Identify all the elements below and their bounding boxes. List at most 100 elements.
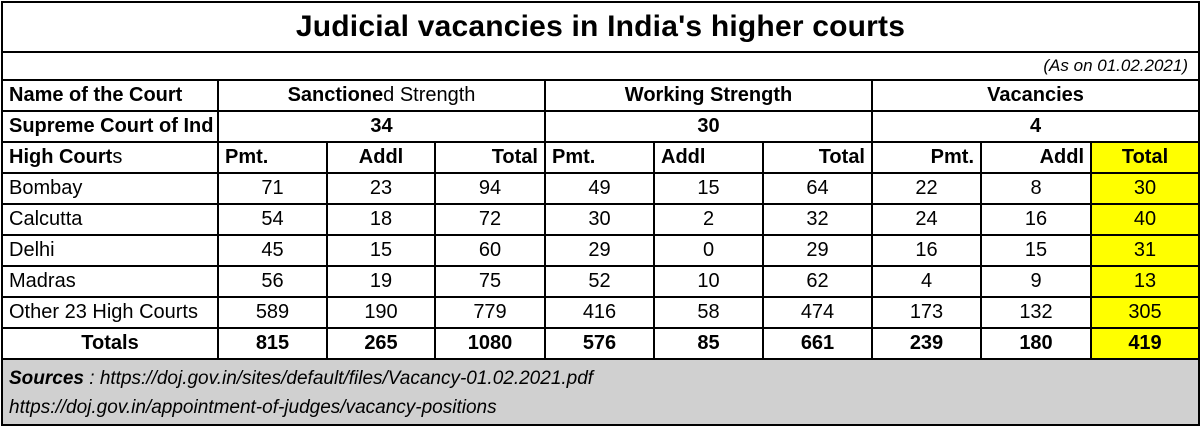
working-total: 29: [762, 234, 873, 267]
vacancies-addl: 8: [980, 172, 1092, 205]
sanctioned-pmt: 54: [217, 203, 328, 236]
col-header-vacancies-total: Total: [1090, 141, 1200, 174]
working-total: 62: [762, 265, 873, 298]
working-addl: 0: [653, 234, 764, 267]
col-header-sanctioned-addl: Addl: [326, 141, 436, 174]
sanctioned-strength-header-bold: Sanctione: [287, 84, 384, 106]
vacancies-addl: 132: [980, 296, 1092, 329]
high-courts-label-rest: s: [112, 146, 123, 168]
vacancies-pmt: 24: [871, 203, 982, 236]
vacancies-pmt: 22: [871, 172, 982, 205]
totals-working-pmt: 576: [544, 327, 655, 360]
working-pmt: 29: [544, 234, 655, 267]
sources-line-2: https://doj.gov.in/appointment-of-judges…: [9, 393, 1192, 422]
working-total: 474: [762, 296, 873, 329]
header-row: Name of the Court Sanctioned Strength Wo…: [1, 79, 1200, 112]
sanctioned-addl: 190: [326, 296, 436, 329]
vacancies-total: 31: [1090, 234, 1200, 267]
totals-vacancies-pmt: 239: [871, 327, 982, 360]
supreme-court-row: Supreme Court of Ind 34 30 4: [1, 110, 1200, 143]
court-name-header: Name of the Court: [1, 79, 219, 112]
sources-cell: Sources : https://doj.gov.in/sites/defau…: [1, 358, 1200, 426]
high-courts-label: High Courts: [1, 141, 219, 174]
high-courts-subheader-row: High Courts Pmt. Addl Total Pmt. Addl To…: [1, 141, 1200, 174]
court-name: Calcutta: [1, 203, 219, 236]
totals-sanctioned-pmt: 815: [217, 327, 328, 360]
vacancies-total: 13: [1090, 265, 1200, 298]
working-strength-header: Working Strength: [544, 79, 873, 112]
vacancies-header: Vacancies: [871, 79, 1200, 112]
sanctioned-pmt: 56: [217, 265, 328, 298]
sanctioned-addl: 15: [326, 234, 436, 267]
sanctioned-addl: 18: [326, 203, 436, 236]
working-total: 64: [762, 172, 873, 205]
col-header-vacancies-pmt: Pmt.: [871, 141, 982, 174]
working-pmt: 30: [544, 203, 655, 236]
sanctioned-total: 75: [434, 265, 546, 298]
table-row: Bombay 71 23 94 49 15 64 22 8 30: [1, 172, 1200, 205]
vacancies-total: 40: [1090, 203, 1200, 236]
supreme-working: 30: [544, 110, 873, 143]
court-name: Delhi: [1, 234, 219, 267]
sanctioned-total: 94: [434, 172, 546, 205]
totals-sanctioned-addl: 265: [326, 327, 436, 360]
sources-row: Sources : https://doj.gov.in/sites/defau…: [1, 358, 1200, 426]
working-addl: 2: [653, 203, 764, 236]
col-header-sanctioned-total: Total: [434, 141, 546, 174]
col-header-sanctioned-pmt: Pmt.: [217, 141, 328, 174]
vacancies-total: 30: [1090, 172, 1200, 205]
table-row: Madras 56 19 75 52 10 62 4 9 13: [1, 265, 1200, 298]
sanctioned-strength-header: Sanctioned Strength: [217, 79, 546, 112]
sanctioned-total: 779: [434, 296, 546, 329]
vacancies-addl: 16: [980, 203, 1092, 236]
sources-line-1: Sources : https://doj.gov.in/sites/defau…: [9, 364, 1192, 393]
totals-sanctioned-total: 1080: [434, 327, 546, 360]
sanctioned-addl: 23: [326, 172, 436, 205]
page-title: Judicial vacancies in India's higher cou…: [1, 1, 1200, 53]
supreme-court-label: Supreme Court of Ind: [1, 110, 219, 143]
working-total: 32: [762, 203, 873, 236]
sanctioned-total: 72: [434, 203, 546, 236]
sanctioned-pmt: 71: [217, 172, 328, 205]
totals-row: Totals 815 265 1080 576 85 661 239 180 4…: [1, 327, 1200, 360]
sanctioned-strength-header-rest: d Strength: [383, 84, 476, 106]
col-header-working-addl: Addl: [653, 141, 764, 174]
sanctioned-pmt: 589: [217, 296, 328, 329]
totals-working-addl: 85: [653, 327, 764, 360]
col-header-working-pmt: Pmt.: [544, 141, 655, 174]
sources-label: Sources: [9, 368, 84, 389]
col-header-vacancies-addl: Addl: [980, 141, 1092, 174]
supreme-sanctioned: 34: [217, 110, 546, 143]
high-courts-label-bold: High Court: [9, 146, 113, 168]
totals-label: Totals: [1, 327, 219, 360]
vacancies-pmt: 16: [871, 234, 982, 267]
supreme-vacancies: 4: [871, 110, 1200, 143]
table-row: Other 23 High Courts 589 190 779 416 58 …: [1, 296, 1200, 329]
court-name: Bombay: [1, 172, 219, 205]
vacancies-total: 305: [1090, 296, 1200, 329]
working-pmt: 49: [544, 172, 655, 205]
working-pmt: 52: [544, 265, 655, 298]
vacancies-pmt: 4: [871, 265, 982, 298]
as-on-date: (As on 01.02.2021): [1, 51, 1200, 81]
totals-working-total: 661: [762, 327, 873, 360]
vacancy-table: Judicial vacancies in India's higher cou…: [1, 1, 1200, 426]
sanctioned-total: 60: [434, 234, 546, 267]
totals-vacancies-addl: 180: [980, 327, 1092, 360]
sanctioned-addl: 19: [326, 265, 436, 298]
working-addl: 58: [653, 296, 764, 329]
vacancies-addl: 9: [980, 265, 1092, 298]
col-header-working-total: Total: [762, 141, 873, 174]
sources-separator: :: [83, 368, 100, 389]
court-name: Madras: [1, 265, 219, 298]
vacancies-pmt: 173: [871, 296, 982, 329]
working-addl: 10: [653, 265, 764, 298]
working-pmt: 416: [544, 296, 655, 329]
sanctioned-pmt: 45: [217, 234, 328, 267]
totals-vacancies-total: 419: [1090, 327, 1200, 360]
source-link-vacancy-positions[interactable]: https://doj.gov.in/appointment-of-judges…: [9, 397, 497, 418]
working-addl: 15: [653, 172, 764, 205]
source-link-vacancy-pdf[interactable]: https://doj.gov.in/sites/default/files/V…: [99, 368, 594, 389]
vacancies-addl: 15: [980, 234, 1092, 267]
